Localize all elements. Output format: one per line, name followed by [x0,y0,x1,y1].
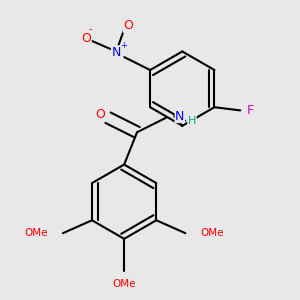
Text: N: N [112,46,121,59]
Text: -: - [88,24,92,34]
Text: O: O [81,32,91,45]
Text: O: O [95,108,105,121]
Text: F: F [247,104,254,117]
Text: OMe: OMe [200,228,224,238]
Text: OMe: OMe [25,228,48,238]
Text: O: O [123,19,133,32]
Text: H: H [188,116,196,126]
Text: OMe: OMe [112,279,136,289]
Text: +: + [120,41,127,50]
Text: N: N [175,110,184,123]
